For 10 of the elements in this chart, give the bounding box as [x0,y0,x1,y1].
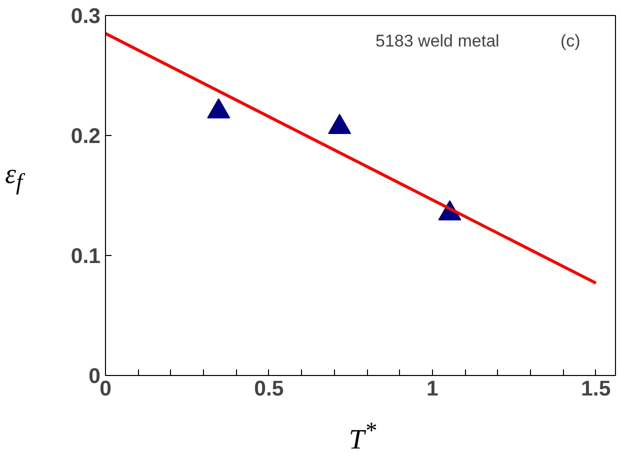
y-axis-title: ε$_{f}$ [5,158,23,198]
x-axis-title: T$^{*}$ [348,417,376,458]
x-tick-label: 1 [426,376,438,400]
x-tick-label: 0.5 [254,376,284,400]
annotation: (c) [560,32,580,50]
x-tick-label: 1.5 [581,376,611,400]
y-tick-label: 0.1 [70,244,101,268]
y-tick-label: 0.2 [70,124,101,148]
annotation: 5183 weld metal [376,32,500,50]
y-tick-label: 0.3 [70,4,101,28]
